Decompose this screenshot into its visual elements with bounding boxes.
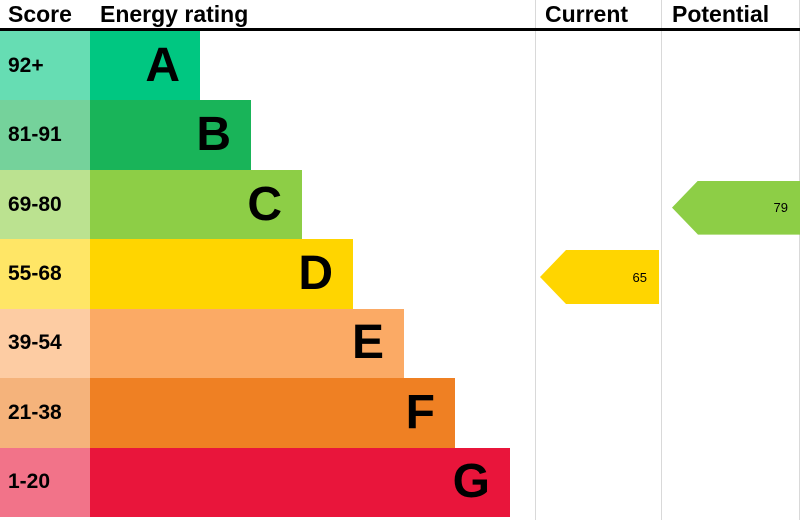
band-letter: D: [298, 246, 333, 300]
header-energy-rating: Energy rating: [100, 0, 249, 27]
band-row-c: 69-80 C: [0, 169, 800, 240]
header-score: Score: [8, 0, 72, 27]
band-bar-d: D: [90, 239, 353, 309]
band-letter: B: [196, 108, 231, 162]
band-bar-g: G: [90, 447, 510, 517]
band-bar-e: E: [90, 308, 404, 379]
bar-area: B: [90, 100, 800, 170]
band-row-e: 39-54 E: [0, 308, 800, 379]
header-row: Score Energy rating Current Potential: [0, 0, 800, 31]
band-letter: C: [247, 177, 282, 231]
column-divider: [535, 0, 536, 520]
header-potential: Potential: [672, 0, 770, 27]
bar-area: C: [90, 169, 800, 240]
score-range: 81-91: [0, 100, 90, 170]
bar-area: A: [90, 31, 800, 101]
score-range: 1-20: [0, 447, 90, 517]
band-letter: G: [452, 455, 490, 509]
band-row-b: 81-91 B: [0, 100, 800, 170]
band-row-d: 55-68 D: [0, 239, 800, 309]
potential-value: 79: [773, 200, 788, 216]
band-rows: 92+ A 81-91 B 69-80 C 5: [0, 31, 800, 517]
band-bar-b: B: [90, 100, 251, 170]
band-letter: E: [351, 316, 384, 370]
bar-area: F: [90, 378, 800, 448]
band-bar-a: A: [90, 31, 200, 101]
score-range: 39-54: [0, 308, 90, 379]
score-range: 21-38: [0, 378, 90, 448]
band-bar-c: C: [90, 169, 302, 240]
current-arrow: 65: [540, 250, 659, 304]
potential-arrow: 79: [672, 180, 800, 235]
score-range: 55-68: [0, 239, 90, 309]
score-range: 69-80: [0, 169, 90, 240]
score-range: 92+: [0, 31, 90, 101]
column-divider: [661, 0, 662, 520]
current-value: 65: [632, 269, 647, 285]
bar-area: D: [90, 239, 800, 309]
band-row-f: 21-38 F: [0, 378, 800, 448]
band-bar-f: F: [90, 378, 455, 448]
band-row-g: 1-20 G: [0, 447, 800, 517]
band-row-a: 92+ A: [0, 31, 800, 101]
bar-area: G: [90, 447, 800, 517]
header-current: Current: [545, 0, 629, 27]
bar-area: E: [90, 308, 800, 379]
band-letter: A: [145, 38, 180, 92]
band-letter: F: [405, 385, 435, 439]
